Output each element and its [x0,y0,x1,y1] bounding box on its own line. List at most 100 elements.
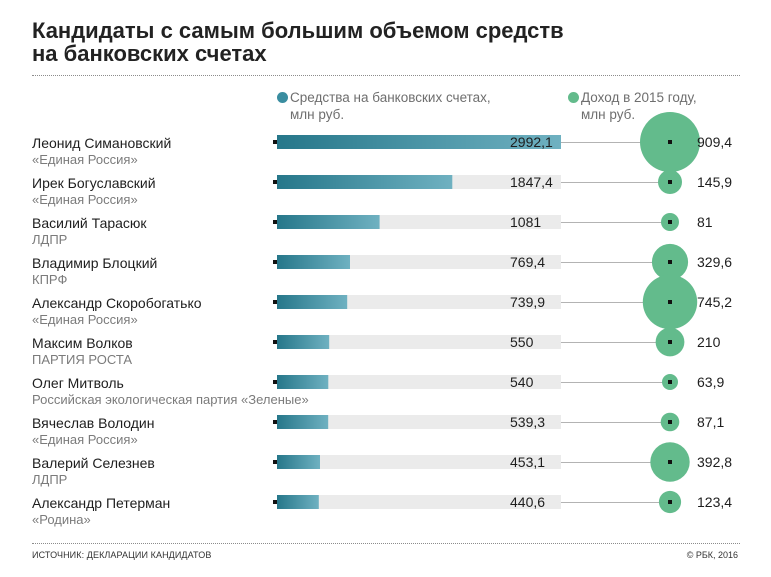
bar-track [277,455,561,469]
income-label: 745,2 [697,294,732,310]
candidate-name: Ирек Богуславский [32,175,156,191]
income-label: 210 [697,334,721,350]
candidate-name: Валерий Селезнев [32,455,155,471]
bank-funds-bar [277,215,380,229]
bubble-center-marker [668,180,672,184]
candidate-party: «Единая Россия» [32,432,138,447]
bank-funds-label: 769,4 [510,254,545,270]
axis-tick-marker [273,340,277,344]
candidate-name: Максим Волков [32,335,133,351]
candidate-row: Александр Петерман«Родина» 440,6 123,4 [32,490,732,527]
income-label: 392,8 [697,454,732,470]
bank-funds-bar [277,175,453,189]
bank-funds-label: 540 [510,374,534,390]
legend-item-bank-funds: Средства на банковских счетах, млн руб. [277,89,491,123]
bar-track [277,375,561,389]
candidate-party: «Единая Россия» [32,312,138,327]
income-label: 87,1 [697,414,724,430]
income-label: 145,9 [697,174,732,190]
source-note: ИСТОЧНИК: ДЕКЛАРАЦИИ КАНДИДАТОВ [32,550,212,560]
income-label: 123,4 [697,494,732,510]
candidate-party: ПАРТИЯ РОСТА [32,352,132,367]
candidate-party: КПРФ [32,272,67,287]
bar-track [277,295,561,309]
bank-funds-bar [277,295,348,309]
candidate-row: Леонид Симановский«Единая Россия» 2992,1 9… [32,112,732,172]
candidate-rows: Леонид Симановский«Единая Россия»2992,1 9… [32,112,732,527]
candidate-name: Александр Петерман [32,495,170,511]
axis-tick-marker [273,420,277,424]
axis-tick-marker [273,460,277,464]
income-label: 81 [697,214,713,230]
legend-item-income: Доход в 2015 году, млн руб. [568,89,697,123]
bank-funds-label: 453,1 [510,454,545,470]
income-label: 909,4 [697,134,732,150]
bubble-center-marker [668,380,672,384]
bubble-center-marker [668,260,672,264]
bubble-center-marker [668,220,672,224]
bank-funds-label: 739,9 [510,294,545,310]
axis-tick-marker [273,500,277,504]
income-label: 63,9 [697,374,724,390]
candidate-name: Владимир Блоцкий [32,255,157,271]
candidate-row: Ирек Богуславский«Единая Россия» 1847,4 14… [32,170,732,207]
bubble-center-marker [668,340,672,344]
bank-funds-bar [277,335,330,349]
candidate-party: ЛДПР [32,472,67,487]
teal-dot-icon [277,92,288,103]
candidate-party: Российская экологическая партия «Зеленые… [32,392,309,407]
candidate-name: Вячеслав Володин [32,415,154,431]
candidate-party: «Единая Россия» [32,192,138,207]
candidate-party: «Родина» [32,512,91,527]
bank-funds-bar [277,135,561,149]
axis-tick-marker [273,220,277,224]
candidate-name: Василий Тарасюк [32,215,147,231]
bank-funds-bar [277,255,350,269]
candidate-row: Вячеслав Володин«Единая Россия» 539,3 87,1 [32,412,724,447]
bubble-center-marker [668,300,672,304]
axis-tick-marker [273,140,277,144]
candidate-party: ЛДПР [32,232,67,247]
income-label: 329,6 [697,254,732,270]
candidate-row: Александр Скоробогатько«Единая Россия» 73… [32,274,732,330]
bar-track [277,335,561,349]
bank-funds-bar [277,455,320,469]
bank-funds-label: 539,3 [510,414,545,430]
bank-funds-bar [277,415,329,429]
legend-label-income: Доход в 2015 году, млн руб. [581,90,697,122]
chart-title: Кандидаты с самым большим объемом средст… [32,18,564,66]
bank-funds-label: 440,6 [510,494,545,510]
bank-funds-label: 1081 [510,214,541,230]
green-dot-icon [568,92,579,103]
bubble-center-marker [668,420,672,424]
axis-tick-marker [273,260,277,264]
title-divider [32,75,740,76]
bubble-center-marker [668,500,672,504]
bubble-center-marker [668,460,672,464]
axis-tick-marker [273,180,277,184]
candidate-name: Александр Скоробогатько [32,295,202,311]
candidate-name: Леонид Симановский [32,135,171,151]
copyright-note: © РБК, 2016 [686,550,738,560]
bar-track [277,415,561,429]
candidate-party: «Единая Россия» [32,152,138,167]
bank-funds-bar [277,495,319,509]
candidate-name: Олег Митволь [32,375,124,391]
axis-tick-marker [273,380,277,384]
axis-tick-marker [273,300,277,304]
bubble-center-marker [668,140,672,144]
bank-funds-label: 550 [510,334,534,350]
bar-track [277,495,561,509]
bank-funds-label: 1847,4 [510,174,553,190]
bank-funds-label: 2992,1 [510,134,553,150]
bank-funds-bar [277,375,329,389]
footer-divider [32,543,740,544]
legend-label-bank-funds: Средства на банковских счетах, млн руб. [290,90,491,122]
